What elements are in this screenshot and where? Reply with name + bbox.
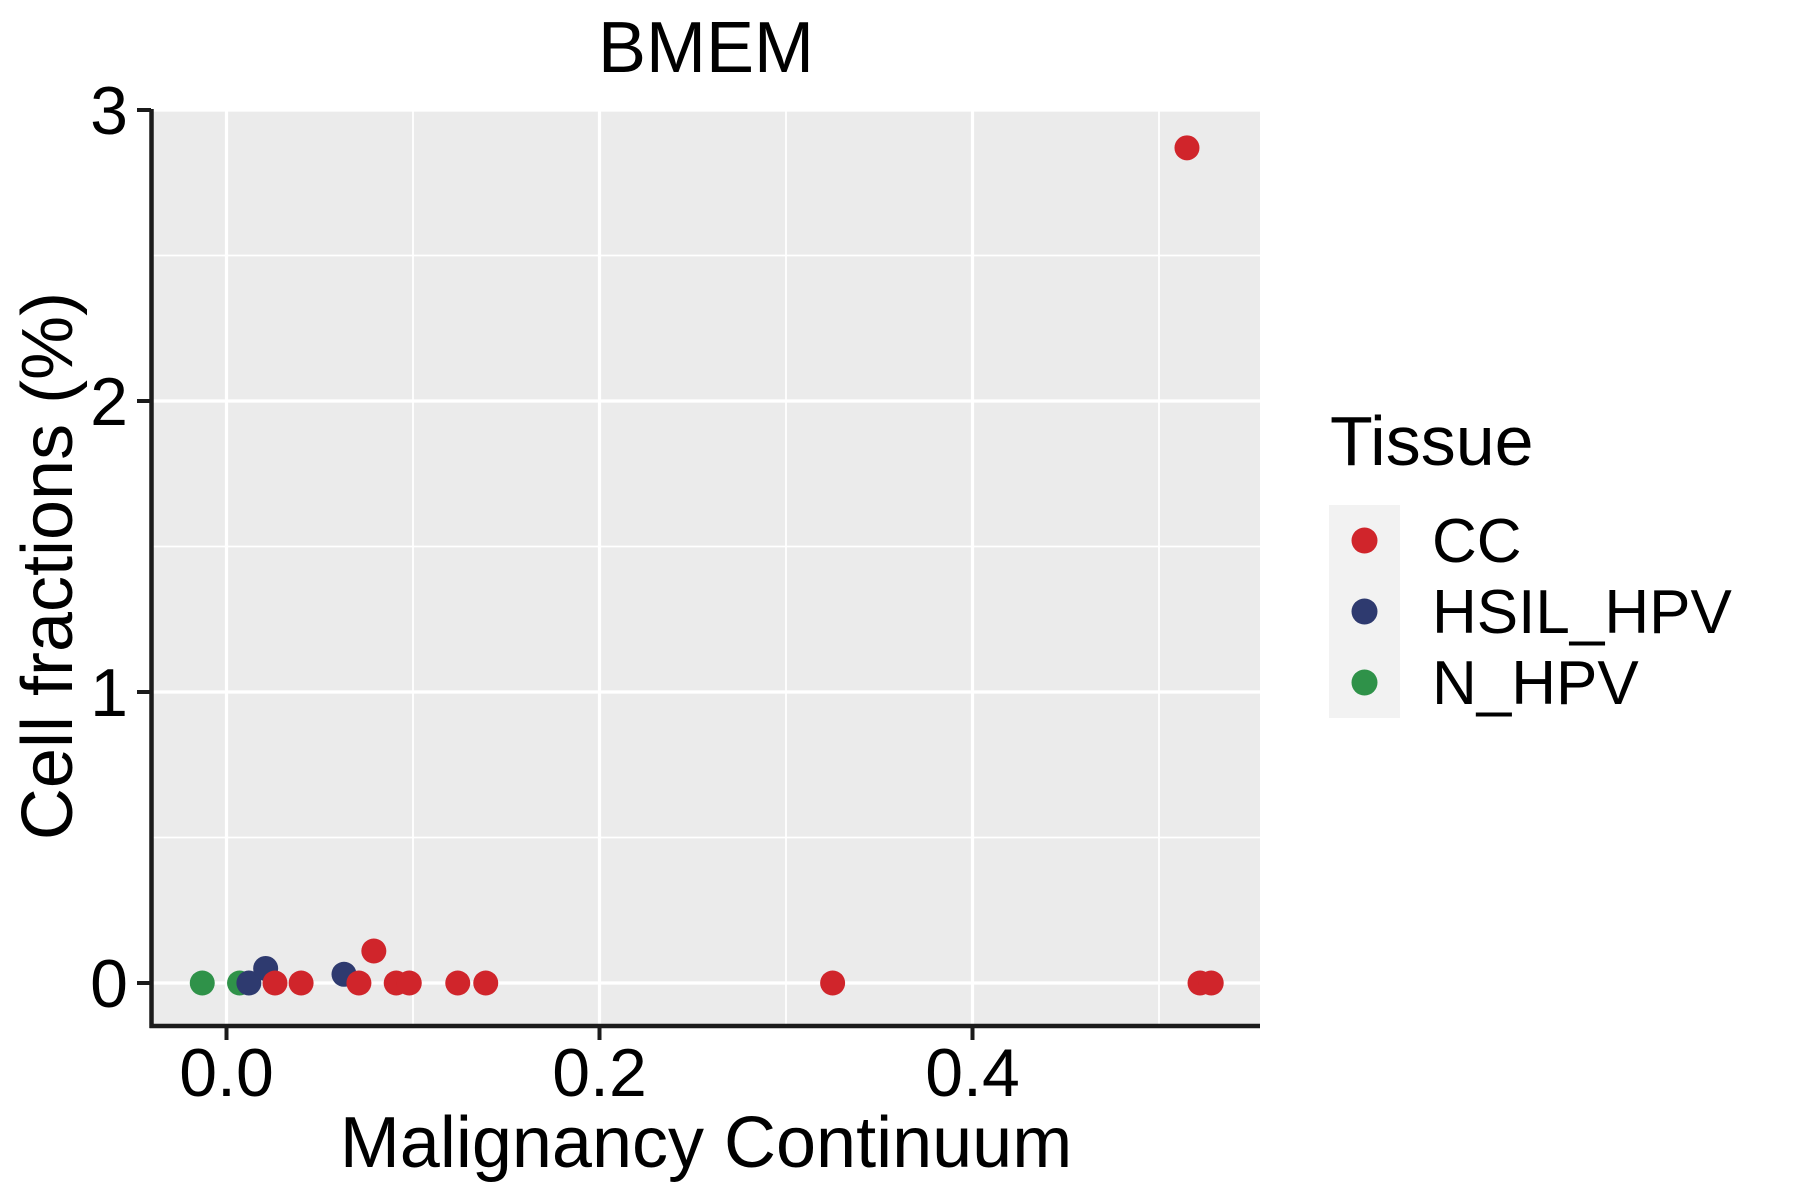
data-point-cc: [346, 970, 372, 996]
x-axis-ticks: 0.0 0.2 0.4: [179, 1026, 1020, 1111]
data-point-hsil_hpv: [236, 970, 262, 996]
plot-title: BMEM: [598, 8, 814, 88]
legend-dot-cc-icon: [1351, 527, 1378, 554]
data-point-cc: [1198, 970, 1224, 996]
data-point-cc: [361, 938, 387, 964]
y-tick-label: 3: [90, 73, 128, 149]
data-point-cc: [288, 970, 314, 996]
data-point-cc: [396, 970, 422, 996]
data-point-cc: [445, 970, 471, 996]
data-point-cc: [262, 970, 288, 996]
legend-dot-n-hpv-icon: [1351, 669, 1378, 696]
y-axis-ticks: 0 1 2 3: [90, 73, 151, 1022]
y-axis-title: Cell fractions (%): [8, 292, 88, 840]
data-point-cc: [473, 970, 499, 996]
x-axis-title: Malignancy Continuum: [340, 1103, 1072, 1183]
gridlines-minor: [153, 109, 1260, 1024]
y-tick-label: 0: [90, 946, 128, 1022]
y-tick-label: 2: [90, 364, 128, 440]
data-point-cc: [1174, 135, 1200, 161]
data-point-cc: [820, 970, 846, 996]
x-tick-label: 0.0: [179, 1035, 274, 1111]
legend-label-hsil-hpv: HSIL_HPV: [1432, 578, 1732, 647]
y-tick-label: 1: [90, 655, 128, 731]
legend: Tissue CC HSIL_HPV N_HPV: [1329, 402, 1732, 718]
data-point-n_hpv: [189, 970, 215, 996]
x-tick-label: 0.2: [552, 1035, 647, 1111]
x-tick-label: 0.4: [925, 1035, 1020, 1111]
plot-panel: [153, 109, 1260, 1024]
legend-title: Tissue: [1330, 402, 1534, 480]
gridlines-major: [153, 108, 1260, 1024]
legend-dot-hsil-hpv-icon: [1351, 598, 1378, 625]
data-points: [189, 135, 1224, 996]
legend-label-cc: CC: [1432, 507, 1522, 576]
legend-label-n-hpv: N_HPV: [1432, 649, 1639, 718]
